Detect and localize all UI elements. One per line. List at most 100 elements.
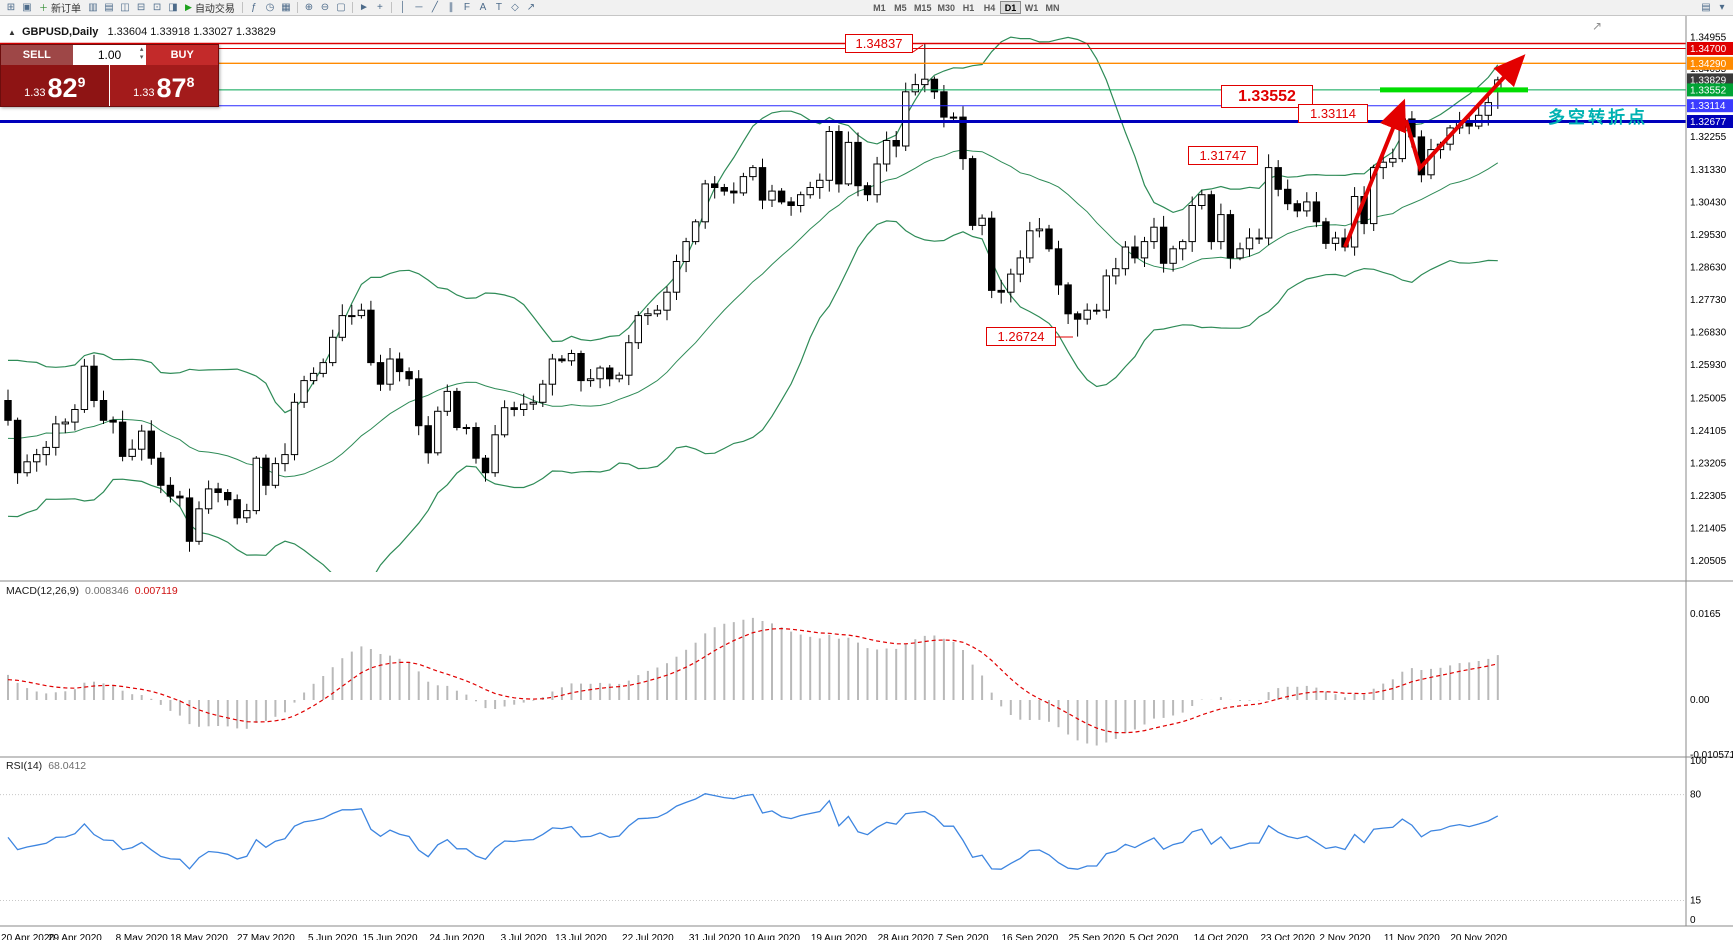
autotrade-button[interactable]: ▶ 自动交易 (181, 1, 239, 15)
print-icon[interactable]: ▤ (1701, 2, 1711, 13)
new-order-button[interactable]: ＋ 新订单 (35, 1, 85, 15)
timeframe-m30[interactable]: M30 (937, 2, 955, 13)
candle (395, 352, 404, 382)
label-icon[interactable]: T (495, 2, 502, 13)
candle (882, 131, 891, 172)
candle (357, 303, 366, 319)
tile-windows-icon[interactable]: ▢ (336, 2, 346, 13)
candle (52, 415, 60, 456)
rsi-axis-label: 100 (1690, 756, 1707, 767)
candle (644, 308, 652, 325)
candle (1007, 268, 1015, 303)
price-badge-label: 1.34700 (1690, 44, 1727, 55)
price-callout-1.33114[interactable]: 1.33114 (1298, 104, 1368, 123)
buy-button[interactable]: BUY (145, 45, 219, 65)
candle (1284, 179, 1292, 211)
candle (1274, 160, 1282, 197)
strategy-tester-icon[interactable]: ◨ (168, 2, 178, 13)
timeframe-d1[interactable]: D1 (999, 1, 1021, 14)
candle (816, 173, 824, 199)
price-callout-1.34837[interactable]: 1.34837 (845, 34, 913, 53)
price-callout-1.26724[interactable]: 1.26724 (986, 327, 1056, 346)
volume-input[interactable]: 1.00 ▴ ▾ (73, 45, 146, 65)
market-watch-icon[interactable]: ▤ (104, 2, 114, 13)
volume-down-stepper[interactable]: ▾ (139, 54, 144, 61)
toolbar-separator (351, 2, 353, 13)
candle (1102, 269, 1110, 319)
price-axis-label: 1.25930 (1690, 360, 1727, 371)
candle (586, 369, 595, 387)
candle (386, 348, 394, 391)
candle (930, 76, 939, 99)
timeframe-h1[interactable]: H1 (962, 2, 975, 13)
candle (548, 353, 557, 396)
candle (873, 156, 881, 203)
date-axis-label: 22 Jul 2020 (622, 933, 674, 940)
terminal-icon[interactable]: ⊡ (152, 2, 162, 13)
periods-icon[interactable]: ◷ (265, 2, 275, 13)
volume-up-stepper[interactable]: ▴ (139, 46, 144, 53)
rsi-panel[interactable] (0, 793, 1686, 901)
price-callout-1.31747[interactable]: 1.31747 (1188, 146, 1258, 165)
candle (625, 334, 633, 386)
trendline-icon[interactable]: ╱ (431, 2, 438, 13)
fibonacci-icon[interactable]: F (463, 2, 470, 13)
trend-arrow-2[interactable] (1404, 54, 1526, 172)
timeframe-m1[interactable]: M1 (873, 2, 886, 13)
data-window-icon[interactable]: ◫ (120, 2, 130, 13)
crosshair-icon[interactable]: + (377, 2, 383, 13)
channel-icon[interactable]: ∥ (448, 2, 454, 13)
candle (1198, 189, 1206, 210)
timeframe-m5[interactable]: M5 (894, 2, 907, 13)
buy-price-button[interactable]: 1.33 87 8 (109, 65, 218, 106)
date-axis-label: 19 Aug 2020 (811, 933, 868, 940)
price-badge-label: 1.33829 (1690, 75, 1727, 86)
price-badge-1.33829 (1687, 73, 1733, 87)
macd-signal-line (7, 627, 1498, 734)
templates-icon[interactable]: ▦ (281, 2, 291, 13)
price-axis-label: 1.30430 (1690, 198, 1727, 209)
candle (615, 372, 623, 383)
sell-price-button[interactable]: 1.33 82 9 (1, 65, 110, 106)
candle (462, 424, 471, 435)
zoom-in-icon[interactable]: ⊕ (304, 2, 314, 13)
candle (892, 131, 900, 158)
zoom-out-icon[interactable]: ⊖ (320, 2, 330, 13)
trend-arrow-1[interactable] (1343, 98, 1406, 248)
date-axis-label: 15 Jun 2020 (362, 933, 417, 940)
candle (988, 211, 996, 299)
vertical-line-icon[interactable]: │ (399, 2, 407, 13)
arrows-icon[interactable]: ↗ (526, 2, 536, 13)
timeframe-m15[interactable]: M15 (913, 2, 932, 13)
macd-panel[interactable] (7, 617, 1499, 746)
date-axis-label: 13 Jul 2020 (555, 933, 607, 940)
timeframe-mn[interactable]: MN (1045, 2, 1060, 13)
indicators-icon[interactable]: ƒ (251, 2, 257, 13)
cursor-icon[interactable]: ► (358, 2, 369, 13)
price-callout-1.33552[interactable]: 1.33552 (1221, 85, 1313, 108)
candle (176, 490, 184, 507)
navigator-icon[interactable]: ⊟ (136, 2, 146, 13)
candle (1417, 130, 1426, 183)
window-list-icon[interactable]: ▣ (22, 2, 32, 13)
text-icon[interactable]: A (479, 2, 487, 13)
candle (921, 43, 929, 93)
horizontal-line-icon[interactable]: ─ (415, 2, 423, 13)
timeframe-h4[interactable]: H4 (983, 2, 996, 13)
dropdown-icon[interactable]: ▾ (1719, 2, 1725, 13)
charts-grid-icon[interactable]: ▥ (88, 2, 98, 13)
timeframe-w1[interactable]: W1 (1024, 2, 1039, 13)
candlestick-series (4, 43, 1502, 552)
candle (434, 406, 442, 456)
new-order-icon: ＋ (39, 3, 49, 13)
new-chart-icon[interactable]: ⊞ (6, 2, 16, 13)
candle (844, 131, 853, 186)
candle (338, 304, 347, 342)
price-chart-svg[interactable]: ↗1.349551.340551.322551.313301.304301.29… (0, 16, 1733, 940)
main-chart-area[interactable] (0, 36, 1686, 587)
bull-bear-turning-point-note[interactable]: 多空转折点 (1548, 108, 1648, 127)
candle (797, 191, 805, 213)
price-badge-1.34290 (1687, 56, 1733, 70)
shapes-icon[interactable]: ◇ (511, 2, 519, 13)
sell-button[interactable]: SELL (1, 45, 74, 65)
